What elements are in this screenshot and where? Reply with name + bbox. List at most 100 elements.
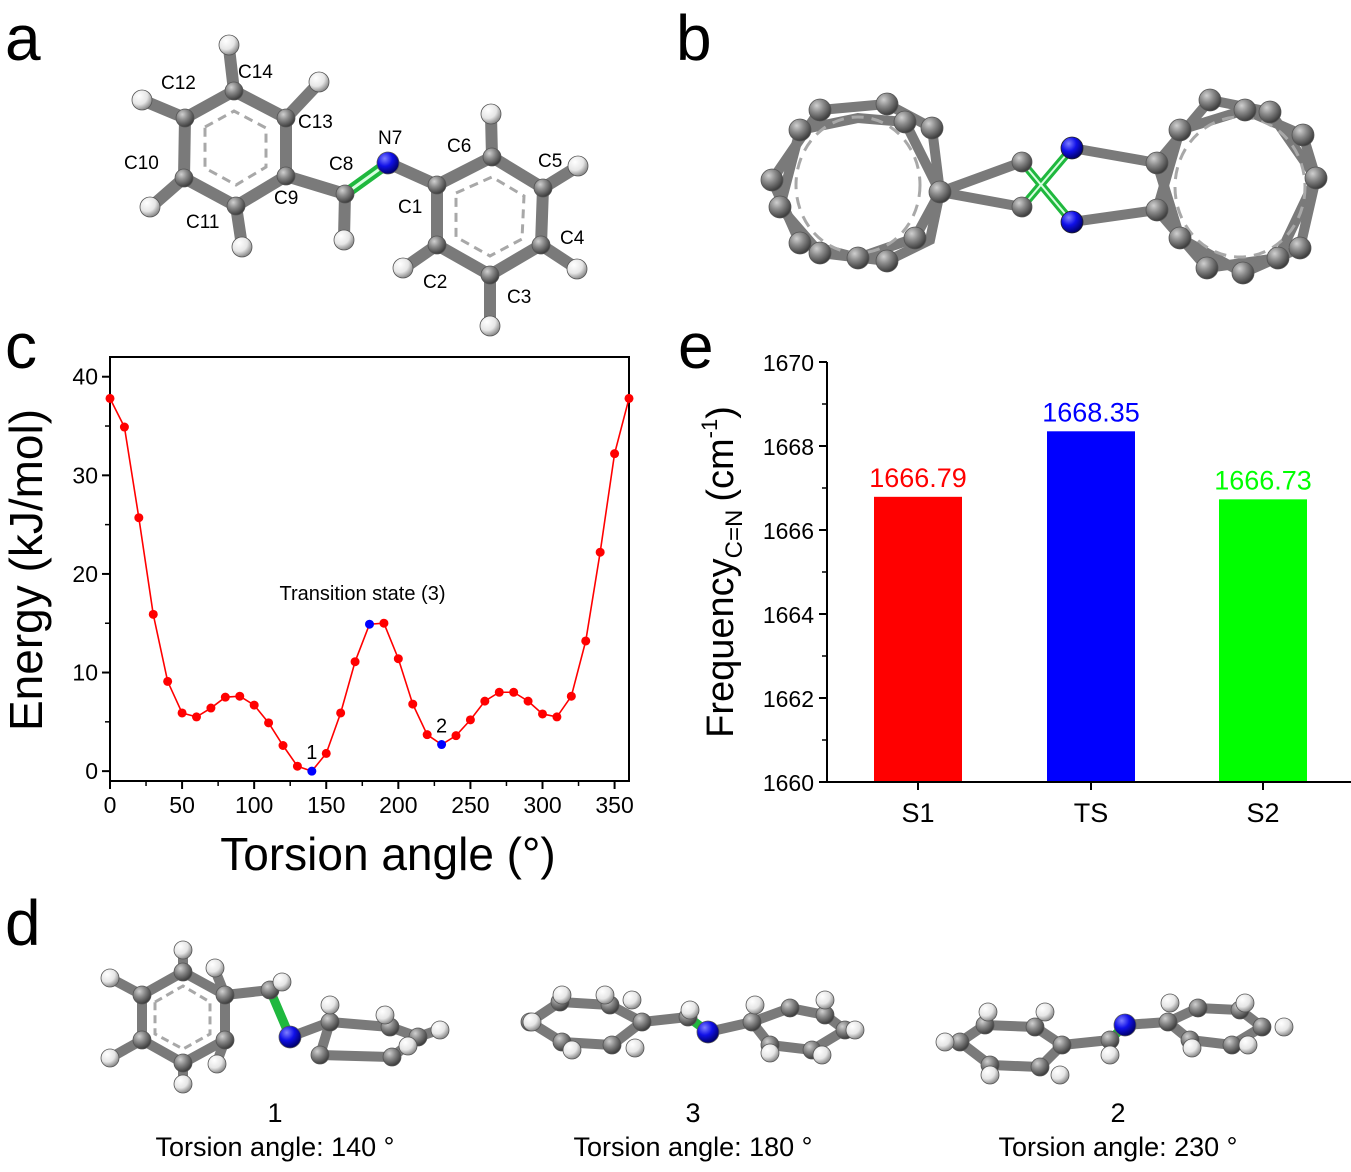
atom-label-c5: C5 bbox=[538, 151, 562, 172]
chart-c-data-point bbox=[105, 393, 115, 403]
chart-c-xlabel: Torsion angle (°) bbox=[220, 828, 555, 880]
chart-c-data-point bbox=[538, 709, 547, 719]
conformer-3-number: 3 bbox=[685, 1098, 700, 1128]
chart-c-data-point bbox=[249, 700, 259, 710]
chart-e-ytick-label: 1670 bbox=[763, 350, 814, 376]
chart-c-ytick-label: 10 bbox=[72, 660, 98, 686]
chart-c-data-point bbox=[422, 730, 432, 740]
chart-c-data-point bbox=[350, 657, 360, 667]
conformer-3 bbox=[520, 985, 865, 1065]
chart-c-data-point bbox=[119, 422, 129, 432]
chart-e-category-label: S1 bbox=[901, 798, 934, 828]
atom-label-c12: C12 bbox=[161, 73, 196, 94]
chart-c-point-label: 2 bbox=[436, 716, 447, 738]
atom-label-c3: C3 bbox=[507, 287, 531, 308]
conformer-2-caption: Torsion angle: 230 ° bbox=[999, 1132, 1238, 1162]
chart-c-xtick-label: 300 bbox=[523, 792, 561, 818]
atom-label-c13: C13 bbox=[298, 112, 333, 133]
chart-e-bar-s1 bbox=[874, 496, 962, 782]
chart-e-category-label: S2 bbox=[1246, 798, 1279, 828]
chart-e-ytick-label: 1668 bbox=[763, 434, 814, 460]
chart-c-data-point bbox=[206, 703, 216, 713]
chart-e-value-label: 1668.35 bbox=[1042, 397, 1140, 427]
atom-label-c11: C11 bbox=[186, 212, 219, 233]
chart-c-data-point bbox=[163, 676, 173, 686]
molecule-a: C12 C14 C13 C10 C9 C11 C8 N7 C6 C5 C1 C4… bbox=[124, 34, 589, 337]
chart-c-data-point bbox=[523, 696, 533, 706]
chart-c-data-point bbox=[321, 748, 331, 758]
chart-e-bar-s2 bbox=[1219, 499, 1307, 782]
chart-e-frequency-bars: 1666.79 S1 1668.35 TS 1666.73 S2 1660 1662 1664… bbox=[697, 350, 1351, 828]
chart-c-xtick-label: 250 bbox=[451, 792, 489, 818]
conformer-1 bbox=[100, 940, 450, 1094]
chart-c-xtick-label: 100 bbox=[235, 792, 273, 818]
atom-label-c8: C8 bbox=[329, 154, 353, 175]
chart-c-ylabel: Energy (kJ/mol) bbox=[0, 409, 52, 731]
atom-label-c9: C9 bbox=[274, 188, 298, 209]
chart-c-ytick-label: 30 bbox=[72, 462, 98, 488]
atom-label-c1: C1 bbox=[398, 197, 422, 218]
chart-e-category-label: TS bbox=[1074, 798, 1109, 828]
chart-c-data-point bbox=[451, 731, 461, 741]
chart-c-highlight-point bbox=[365, 619, 374, 629]
molecule-b-overlay bbox=[760, 88, 1328, 285]
conformer-2-number: 2 bbox=[1110, 1098, 1125, 1128]
conformer-1-number: 1 bbox=[267, 1098, 282, 1128]
chart-e-ylabel-close: ) bbox=[700, 406, 742, 419]
chart-c-data-point bbox=[336, 708, 346, 718]
chart-e-ytick-label: 1660 bbox=[763, 770, 814, 796]
atom-label-c6: C6 bbox=[447, 136, 471, 157]
chart-c-plot-frame bbox=[109, 356, 630, 782]
chart-c-xtick-label: 200 bbox=[379, 792, 417, 818]
chart-e-ytick-label: 1662 bbox=[763, 686, 814, 712]
chart-e-bars: 1666.79 S1 1668.35 TS 1666.73 S2 bbox=[869, 397, 1312, 828]
chart-c-data-point bbox=[595, 547, 605, 557]
chart-e-ytick-label: 1664 bbox=[763, 602, 814, 628]
conformer-2 bbox=[935, 993, 1294, 1085]
panel-letter-e: e bbox=[678, 310, 714, 382]
chart-c-point-label: 1 bbox=[306, 742, 317, 764]
chart-c-data-point bbox=[264, 718, 274, 728]
chart-c-data-point bbox=[465, 715, 475, 725]
atom-label-c4: C4 bbox=[560, 228, 585, 249]
chart-c-data-point bbox=[552, 712, 562, 722]
conformer-3-caption: Torsion angle: 180 ° bbox=[574, 1132, 813, 1162]
chart-c-ytick-label: 0 bbox=[85, 758, 98, 784]
chart-c-highlight-point bbox=[437, 740, 447, 750]
chart-e-ylabel-sub: C=N bbox=[721, 510, 748, 559]
chart-e-bar-ts bbox=[1047, 431, 1135, 782]
chart-c-points: 12 bbox=[105, 393, 634, 776]
chart-c-data-point bbox=[509, 687, 519, 697]
chart-e-ytick-label: 1666 bbox=[763, 518, 814, 544]
chart-c-data-point bbox=[278, 741, 288, 751]
chart-c-data-point bbox=[581, 636, 591, 646]
chart-c-annotation-transition-state: Transition state (3) bbox=[280, 583, 446, 605]
chart-e-ylabel-main: Frequency bbox=[700, 558, 742, 738]
panel-letter-c: c bbox=[5, 310, 37, 382]
chart-c-xtick-label: 150 bbox=[307, 792, 345, 818]
panel-letter-a: a bbox=[5, 2, 41, 74]
chart-c-data-point bbox=[192, 712, 201, 722]
chart-c-data-point bbox=[494, 687, 504, 697]
atom-label-c2: C2 bbox=[423, 272, 447, 293]
chart-e-value-label: 1666.73 bbox=[1214, 465, 1312, 495]
chart-e-ylabel-sup: -1 bbox=[697, 419, 722, 439]
chart-c-data-point bbox=[624, 393, 634, 403]
chart-c-highlight-point bbox=[307, 766, 317, 776]
chart-c-xtick-label: 0 bbox=[104, 792, 117, 818]
panel-letter-b: b bbox=[676, 2, 712, 74]
panel-letter-d: d bbox=[5, 887, 41, 959]
chart-c-data-point bbox=[408, 699, 418, 709]
chart-c-ytick-label: 20 bbox=[72, 561, 98, 587]
conformer-1-caption: Torsion angle: 140 ° bbox=[156, 1132, 395, 1162]
chart-c-data-point bbox=[292, 761, 302, 771]
chart-c-xtick-label: 50 bbox=[169, 792, 195, 818]
chart-c-data-point bbox=[134, 513, 144, 523]
chart-e-value-label: 1666.79 bbox=[869, 463, 967, 493]
chart-c-data-point bbox=[566, 691, 576, 701]
chart-c-data-point bbox=[148, 609, 158, 619]
chart-e-ylabel: FrequencyC=N (cm-1) bbox=[697, 406, 748, 738]
chart-e-ylabel-unit: (cm bbox=[700, 438, 742, 501]
